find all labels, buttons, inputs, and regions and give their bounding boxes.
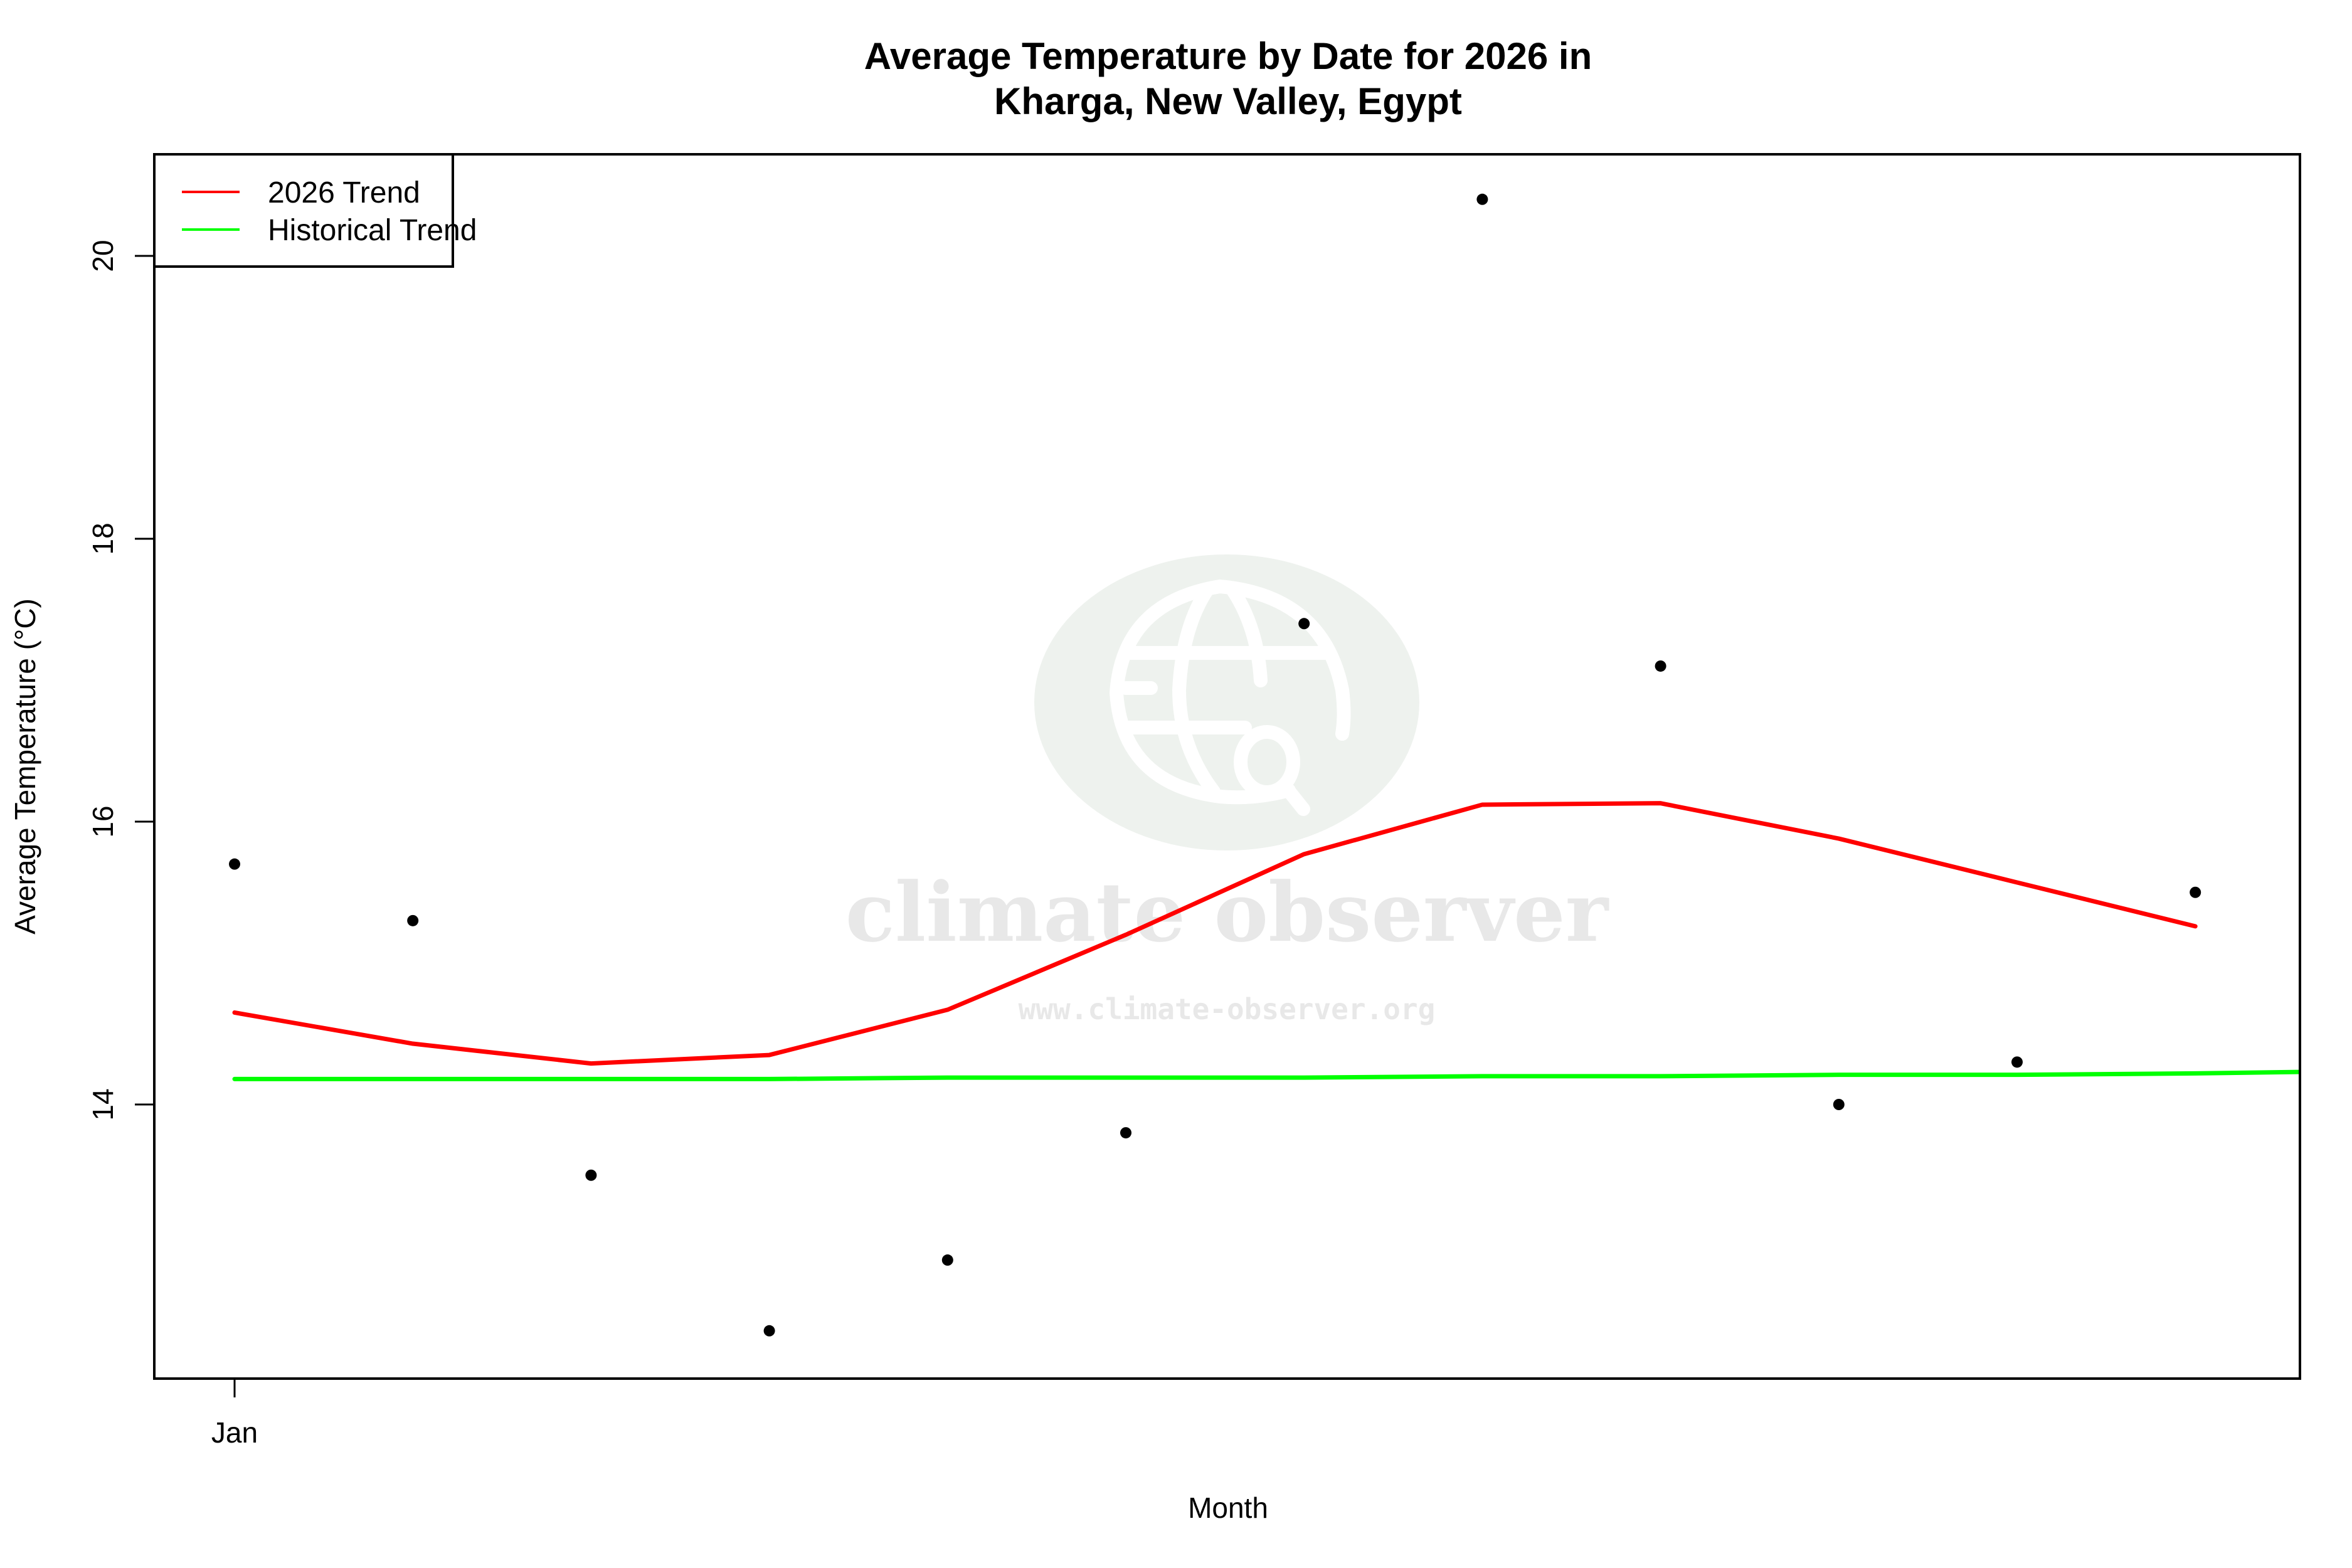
- data-point: [407, 914, 419, 926]
- data-point: [763, 1325, 775, 1337]
- plot-frame: [153, 153, 2301, 1380]
- chart-title-line-1: Average Temperature by Date for 2026 in: [864, 35, 1592, 77]
- watermark-circle: [1034, 554, 1419, 850]
- y-tick-label: 14: [87, 1088, 119, 1120]
- globe-search-icon: [1109, 579, 1351, 816]
- watermark-name: climate observer: [845, 864, 1609, 960]
- watermark-url: www.climate-observer.org: [1019, 992, 1436, 1026]
- data-point: [941, 1254, 953, 1266]
- data-point: [1120, 1127, 1131, 1139]
- data-point: [1298, 618, 1310, 630]
- legend-box: [153, 153, 454, 268]
- y-tick-label: 18: [87, 522, 119, 554]
- trend-2026-line: [232, 801, 2198, 1066]
- y-axis-label: Average Temperature (°C): [9, 598, 41, 935]
- y-tick-label: 20: [87, 240, 119, 272]
- data-point: [2190, 886, 2201, 898]
- observed-points: [229, 193, 2201, 1337]
- data-point: [585, 1169, 597, 1181]
- x-axis-label: Month: [1188, 1491, 1268, 1524]
- y-tick-label: 16: [87, 805, 119, 837]
- x-tick-label: Jan: [211, 1416, 258, 1449]
- legend-label-trend-2026: 2026 Trend: [268, 176, 420, 209]
- chart-title-line-2: Kharga, New Valley, Egypt: [994, 80, 1462, 122]
- data-point: [1655, 660, 1666, 672]
- data-point: [229, 858, 240, 870]
- y-axis: 14 16 18 20: [87, 240, 154, 1121]
- data-point: [2011, 1056, 2023, 1068]
- data-point: [1833, 1099, 1845, 1110]
- historical-trend-line: [232, 1069, 2301, 1081]
- data-point: [1476, 193, 1488, 205]
- x-axis: Jan: [211, 1379, 258, 1449]
- legend-label-historical: Historical Trend: [268, 214, 477, 247]
- watermark: climate observer www.climate-observer.or…: [845, 554, 1609, 1026]
- legend: 2026 Trend Historical Trend: [153, 153, 477, 268]
